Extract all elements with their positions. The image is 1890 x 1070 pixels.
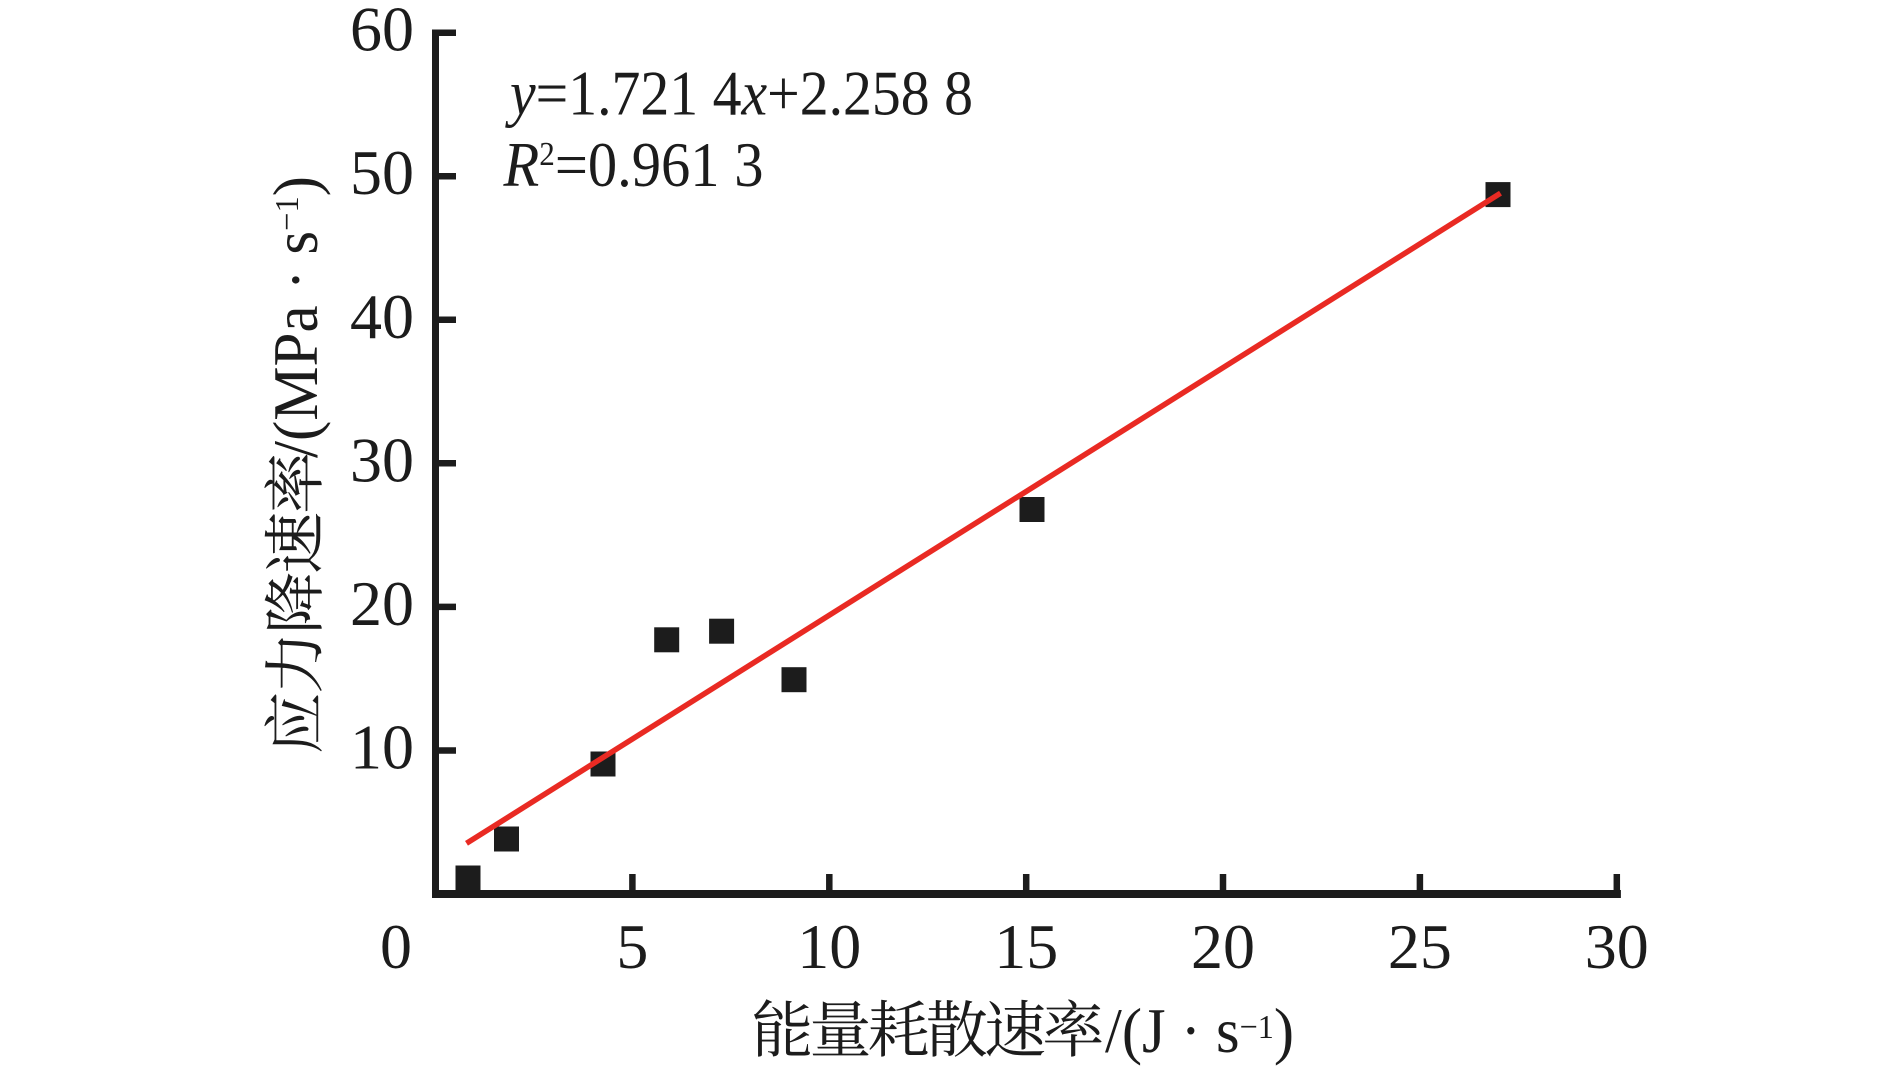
svg-text:50: 50 <box>350 137 414 208</box>
svg-text:15: 15 <box>994 911 1058 982</box>
svg-text:20: 20 <box>1191 911 1255 982</box>
svg-text:5: 5 <box>616 911 648 982</box>
svg-text:30: 30 <box>350 424 414 495</box>
svg-text:40: 40 <box>350 281 414 352</box>
svg-text:10: 10 <box>350 712 414 783</box>
svg-text:y=1.721 4x+2.258 8: y=1.721 4x+2.258 8 <box>505 57 973 128</box>
svg-text:60: 60 <box>350 0 414 65</box>
svg-text:R2=0.961 3: R2=0.961 3 <box>503 129 764 200</box>
svg-text:0: 0 <box>380 911 412 982</box>
svg-text:/(J · s−1): /(J · s−1) <box>1105 995 1294 1066</box>
svg-text:30: 30 <box>1585 911 1649 982</box>
svg-text:25: 25 <box>1388 911 1452 982</box>
svg-text:10: 10 <box>797 911 861 982</box>
svg-text:20: 20 <box>350 568 414 639</box>
